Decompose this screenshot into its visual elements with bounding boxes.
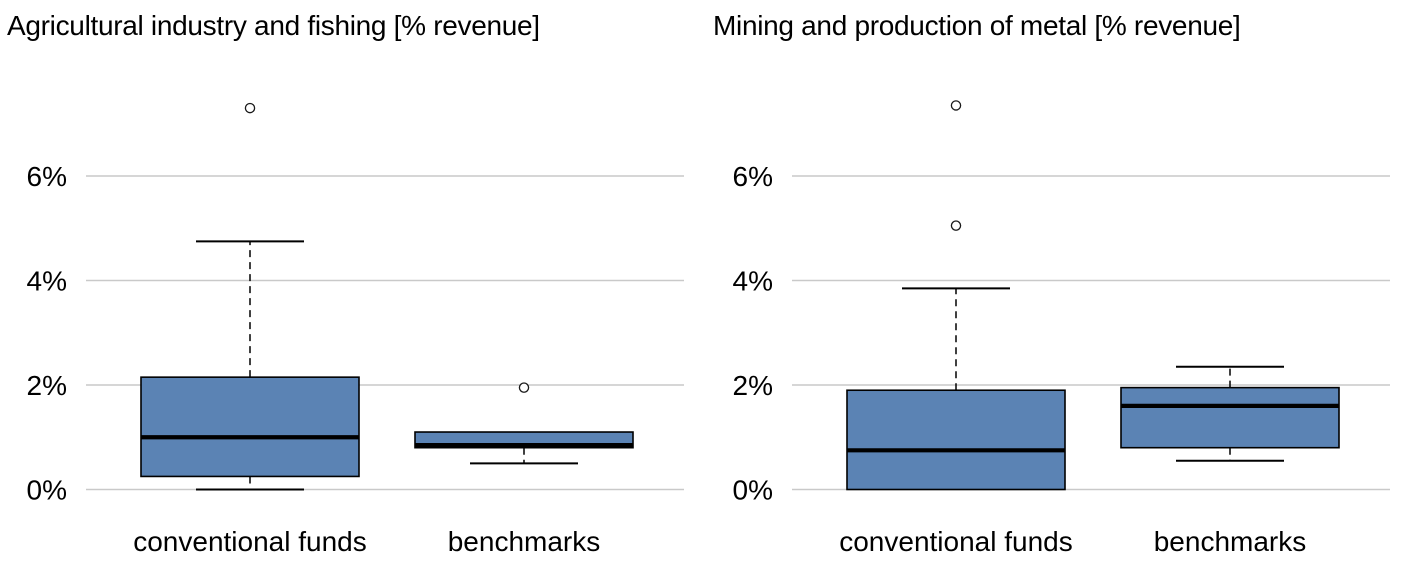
chart-title: Mining and production of metal [% revenu… bbox=[713, 10, 1241, 41]
x-category-label: conventional funds bbox=[839, 526, 1073, 557]
y-tick-label: 0% bbox=[733, 475, 773, 506]
y-tick-label: 4% bbox=[733, 266, 773, 297]
y-tick-label: 4% bbox=[27, 266, 67, 297]
chart-title: Agricultural industry and fishing [% rev… bbox=[7, 10, 540, 41]
iqr-box bbox=[1120, 386, 1340, 449]
y-tick-label: 2% bbox=[733, 370, 773, 401]
iqr-box bbox=[846, 389, 1066, 491]
chart-mining-boxplot: Mining and production of metal [% revenu… bbox=[706, 0, 1411, 576]
x-category-label: benchmarks bbox=[448, 526, 601, 557]
outlier-point bbox=[950, 220, 962, 231]
x-category-label: benchmarks bbox=[1154, 526, 1307, 557]
x-category-label: conventional funds bbox=[133, 526, 367, 557]
outlier-point bbox=[518, 382, 530, 393]
outlier-point bbox=[244, 102, 256, 114]
iqr-box bbox=[140, 376, 360, 478]
y-tick-label: 0% bbox=[27, 475, 67, 506]
y-tick-label: 6% bbox=[27, 161, 67, 192]
plot-svg: 0% 2% 4% 6% conventional funds benchmarks bbox=[733, 100, 1390, 557]
outlier-point bbox=[950, 100, 962, 111]
y-tick-label: 6% bbox=[733, 161, 773, 192]
chart-agricultural-boxplot: Agricultural industry and fishing [% rev… bbox=[0, 0, 705, 576]
plot-svg: 0% 2% 4% 6% conventional funds benchmarks bbox=[27, 102, 684, 557]
y-tick-label: 2% bbox=[27, 370, 67, 401]
